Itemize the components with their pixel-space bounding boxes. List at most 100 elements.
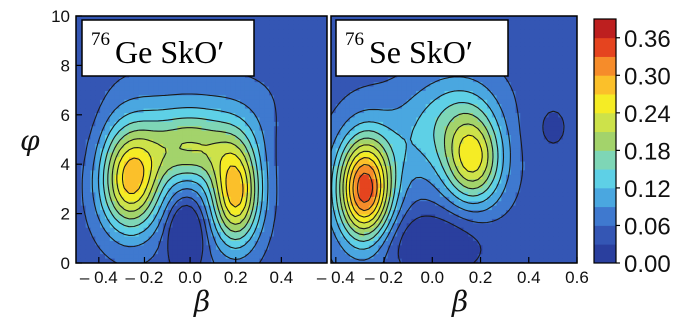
panel-76ge-cell [317,218,323,224]
panel-76ge-cell [109,139,116,145]
panel-76ge-cell [158,258,164,263]
panel-76ge-cell [312,73,318,79]
panel-76ge-cell [317,95,323,101]
panel-76ge-cell [104,218,111,224]
panel-76se-cell [392,117,398,123]
panel-76se-cell [335,95,342,101]
panel-76ge-cell [162,104,169,110]
panel-76se-cell [482,82,488,88]
panel-76ge-cell [273,214,280,220]
panel-76se-cell [491,126,498,132]
panel-76ge-cell [172,117,178,123]
panel-76ge-cell [293,214,299,220]
panel-76se-cell [406,90,413,96]
panel-76se-cell [368,108,375,114]
panel-76se-cell [482,139,488,145]
panel-76ge-cell [240,196,246,202]
panel-76ge-cell [206,254,212,260]
panel-76se-cell [520,38,526,44]
panel-76ge-cell [85,121,92,127]
panel-76se-cell [558,68,564,74]
panel-76ge-cell [215,113,222,119]
panel-76ge-cell [312,232,318,238]
panel-76se-cell [463,117,469,123]
panel-76ge-cell [90,188,96,194]
panel-76ge-cell [278,60,285,66]
panel-76se-cell [562,77,569,83]
panel-76se-cell [529,20,536,26]
panel-76ge-cell [230,152,236,158]
panel-76ge-cell [191,135,198,141]
panel-76se-cell [387,121,394,127]
panel-76se-cell [383,108,389,114]
panel-76ge-cell [225,143,232,149]
panel-76ge-cell [138,90,145,96]
panel-76ge-cell [177,82,183,88]
panel-76ge-cell [80,148,87,154]
panel-76se-cell [496,108,502,114]
panel-76ge-cell [244,179,251,185]
panel-76ge-cell [269,223,275,229]
panel-76se-cell [349,95,356,101]
panel-76ge-cell [187,183,193,189]
panel-76ge-cell [187,210,193,216]
panel-76ge-cell [307,240,314,246]
panel-76se-cell [472,16,479,22]
panel-76se-cell [501,117,507,123]
panel-76ge-cell [182,218,188,224]
panel-76ge-cell [298,33,304,39]
panel-76ge-cell [278,126,285,132]
panel-76ge-cell [124,126,130,132]
panel-76se-cell [534,90,540,96]
panel-76se-cell [548,179,554,185]
panel-76ge-cell [148,148,154,154]
panel-76se-cell [416,86,422,92]
panel-76se-cell [567,64,573,70]
panel-76se-cell [368,152,375,158]
panel-76ge-contour-line [116,147,249,218]
panel-76se-cell [506,16,512,22]
panel-76se-cell [406,121,413,127]
panel-76ge-cell [215,196,222,202]
panel-76ge-cell [196,258,203,263]
panel-76ge-cell [249,254,256,260]
panel-76se-cell [553,82,559,88]
panel-76ge-cell [220,161,227,167]
panel-76se-cell [378,170,384,176]
panel-76se-cell [397,113,403,119]
panel-76ge-cell [119,165,125,171]
panel-76se-cell [340,77,346,83]
panel-76se-cell [543,104,550,110]
panel-76ge-cell [109,210,116,216]
panel-76ge-cell [302,135,309,141]
panel-76se-cell [444,117,450,123]
panel-76se-cell [406,104,413,110]
panel-76ge-cell [244,139,251,145]
panel-76ge-cell [191,108,198,114]
panel-76ge-cell [269,90,275,96]
panel-76ge-cell [254,60,261,66]
panel-76ge-cell [254,55,261,61]
panel-76ge-cell [162,121,169,127]
panel-76ge-cell [317,51,323,57]
panel-76ge-cell [104,143,111,149]
panel-76se-cell [534,64,540,70]
panel-76se-cell [487,86,493,92]
panel-76ge-cell [254,249,261,255]
panel-76se-cell [491,179,498,185]
panel-76ge-cell [230,90,236,96]
panel-76ge-cell [215,152,222,158]
panel-76ge-cell [278,232,285,238]
panel-76ge-cell [148,16,154,22]
panel-76ge-cell [264,135,270,141]
panel-76ge-cell [259,121,265,127]
panel-76ge-cell [196,117,203,123]
panel-76se-cell [458,165,465,171]
panel-76ge-cell [298,223,304,229]
panel-76ge-cell [283,60,289,66]
panel-76ge-cell [240,82,246,88]
panel-76ge-cell [138,135,145,141]
panel-76se-cell [397,90,403,96]
panel-76se-cell [335,157,342,163]
panel-76ge-cell [182,249,188,255]
